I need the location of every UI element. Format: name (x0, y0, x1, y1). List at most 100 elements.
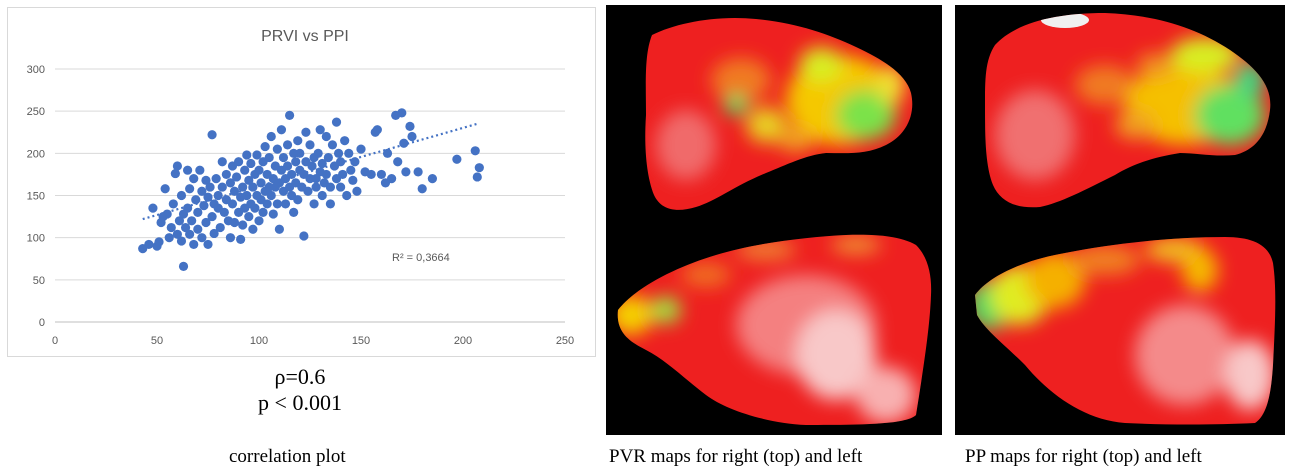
chart-canvas: PRVI vs PPI 0 50 100 150 200 250 300 0 50 100 150 2… (27, 28, 575, 347)
scatter-point (280, 199, 291, 209)
scatter-point (311, 174, 321, 184)
tick-labels: 0 50 100 150 200 250 300 0 50 100 150 200 250 (27, 64, 575, 347)
scatter-point (189, 174, 199, 184)
correlation-chart: PRVI vs PPI 0 50 100 150 200 250 300 0 50 100 150 2… (7, 7, 596, 357)
scatter-point (372, 125, 382, 135)
scatter-point (221, 169, 231, 180)
scatter-point (272, 144, 282, 154)
scatter-point (301, 127, 311, 137)
scatter-point (199, 201, 209, 211)
scatter-point (250, 203, 260, 213)
scatter-point (244, 211, 254, 222)
scatter-point (207, 130, 217, 140)
scatter-point (197, 233, 207, 243)
p-value: p < 0.001 (258, 390, 342, 415)
y-tick-label: 300 (27, 64, 45, 76)
scatter-point (321, 169, 331, 180)
scatter-point (248, 182, 258, 192)
scatter-point (229, 217, 240, 228)
x-tick-label: 50 (151, 335, 163, 347)
scatter-point (191, 195, 201, 205)
scatter-point (164, 233, 174, 243)
y-tick-label: 100 (27, 233, 45, 245)
scatter-point (340, 136, 350, 146)
scatter-point (325, 182, 335, 192)
scatter-point (219, 207, 229, 217)
scatter-point (242, 150, 252, 160)
scatter-point (350, 157, 360, 167)
scatter-point (289, 207, 299, 217)
scatter-point (321, 131, 331, 142)
scatter-point (264, 152, 274, 163)
scatter-point (172, 229, 182, 239)
scatter-point (470, 146, 480, 156)
scatter-point (266, 190, 276, 201)
scatter-point (397, 108, 407, 118)
scatter-point (176, 236, 187, 246)
scatter-point (201, 175, 211, 185)
scatter-point (266, 131, 276, 142)
scatter-point (382, 148, 393, 158)
scatter-point (366, 169, 376, 180)
r-squared-label: R² = 0,3664 (392, 252, 450, 264)
scatter-point (254, 216, 264, 226)
scatter-point (268, 209, 278, 219)
scatter-point (376, 169, 386, 180)
scatter-point (144, 239, 154, 250)
scatter-point (291, 157, 301, 167)
chart-title: PRVI vs PPI (261, 28, 349, 45)
pp-map-panel (955, 5, 1285, 435)
scatter-point (313, 148, 323, 158)
scatter-point (293, 136, 303, 146)
scatter-point (472, 172, 482, 182)
scatter-point (342, 190, 352, 201)
y-tick-label: 250 (27, 106, 45, 118)
scatter-point (193, 207, 203, 217)
scatter-point (211, 174, 221, 184)
scatter-point (238, 182, 248, 192)
scatter-point (183, 203, 193, 213)
y-tick-label: 200 (27, 148, 45, 160)
scatter-point (217, 182, 227, 192)
scatter-point (215, 222, 225, 233)
scatter-point (405, 121, 415, 131)
scatter-point (417, 184, 427, 194)
scatter-point (225, 233, 236, 243)
data-points (138, 108, 484, 271)
x-tick-label: 200 (454, 335, 472, 347)
scatter-point (407, 131, 417, 142)
scatter-point (427, 174, 437, 184)
scatter-point (338, 169, 348, 180)
scatter-point (325, 199, 335, 209)
scatter-point (256, 178, 266, 188)
scatter-point (323, 152, 333, 163)
caption-correlation-plot: correlation plot (229, 446, 346, 467)
pvr-map-panel (606, 5, 942, 435)
scatter-point (225, 178, 236, 188)
scatter-point (387, 174, 397, 184)
scatter-point (254, 165, 264, 175)
scatter-point (356, 144, 366, 154)
pvr-map-image (617, 17, 932, 425)
caption-pvr-maps: PVR maps for right (top) and left (609, 446, 863, 467)
scatter-point (217, 157, 227, 167)
scatter-point (252, 150, 262, 160)
scatter-point (244, 175, 254, 185)
scatter-point (311, 182, 321, 192)
scatter-point (203, 239, 213, 250)
scatter-point (193, 224, 203, 234)
x-tick-label: 100 (250, 335, 268, 347)
caption-pp-maps: PP maps for right (top) and left (965, 446, 1202, 467)
scatter-point (413, 167, 423, 177)
scatter-point (203, 192, 213, 202)
scatter-point (315, 125, 325, 135)
x-tick-label: 250 (556, 335, 574, 347)
scatter-point (299, 231, 309, 241)
scatter-point (282, 161, 293, 171)
rho-value: ρ=0.6 (274, 364, 326, 389)
scatter-point (282, 140, 293, 150)
scatter-point (293, 195, 303, 205)
scatter-point (331, 117, 342, 127)
scatter-point (246, 158, 256, 169)
scatter-point (336, 157, 346, 167)
